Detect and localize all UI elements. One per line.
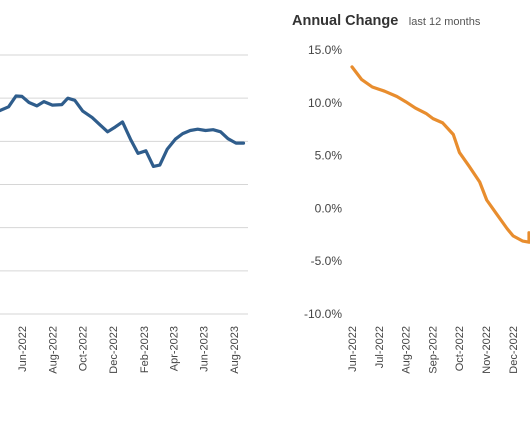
x-tick-label: Oct-2022 xyxy=(78,326,90,371)
x-tick-label: Jun-2023 xyxy=(199,326,211,372)
x-tick-label: Apr-2023 xyxy=(168,326,180,371)
x-tick-label: Aug-2023 xyxy=(229,326,241,374)
x-tick-label: Aug-2022 xyxy=(401,326,413,374)
y-tick-label: 15.0% xyxy=(308,43,342,57)
x-tick-label: Jun-2022 xyxy=(347,326,359,372)
y-tick-label: -5.0% xyxy=(311,254,343,268)
series-line xyxy=(0,94,246,168)
chart-subtitle: last 12 months xyxy=(408,16,481,28)
x-tick-label: Dec-2022 xyxy=(108,326,120,374)
annual-change-title-group: Annual Change last 12 months xyxy=(292,12,480,30)
x-tick-label: Dec-2022 xyxy=(508,326,520,374)
x-tick-label: Feb-2023 xyxy=(139,326,151,373)
x-tick-label: Nov-2022 xyxy=(481,326,493,374)
x-tick-label: Jun-2022 xyxy=(17,326,29,372)
y-tick-label: -10.0% xyxy=(304,307,342,321)
y-tick-label: 5.0% xyxy=(315,149,343,163)
x-tick-label: Oct-2022 xyxy=(454,326,466,371)
x-tick-label: Aug-2022 xyxy=(47,326,59,374)
chart-title: Annual Change xyxy=(292,13,399,29)
y-tick-label: 10.0% xyxy=(308,96,342,110)
x-tick-label: Sep-2022 xyxy=(427,326,439,374)
annual-change-line-chart: 15.0% 10.0% 5.0% 0.0% -5.0% -10.0% Jun-2022 Jul… xyxy=(304,43,530,374)
home-value-line-chart: Jun-2022 Aug-2022 Oct-2022 Dec-2022 Feb-2023… xyxy=(0,54,248,374)
x-tick-label: Jul-2022 xyxy=(374,326,386,368)
y-tick-label: 0.0% xyxy=(315,201,343,215)
series-line xyxy=(350,65,530,244)
